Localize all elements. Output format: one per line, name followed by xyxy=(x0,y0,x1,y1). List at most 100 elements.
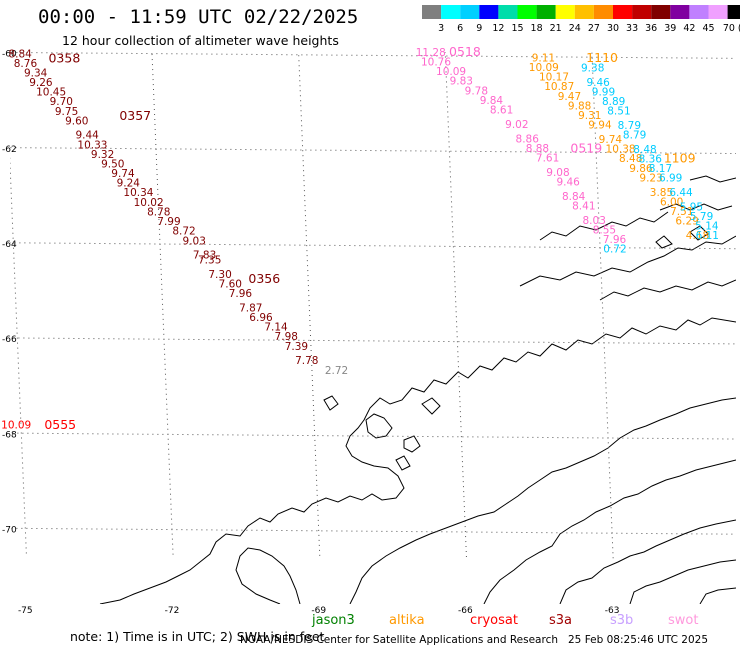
swh-data-label: 7.87 xyxy=(239,302,262,314)
coast-segment xyxy=(99,317,736,604)
longitude-gridline xyxy=(591,52,614,562)
swh-data-label: 8.72 xyxy=(172,226,195,238)
satellite-legend-jason3: jason3 xyxy=(312,613,355,628)
pass-time-label: 0519 xyxy=(570,140,602,155)
latitude-gridline xyxy=(10,242,736,250)
colorbar-swatch xyxy=(460,5,480,19)
swh-data-label: 3.85 xyxy=(650,187,673,199)
swh-data-label: 9.03 xyxy=(183,235,206,247)
satellite-legend-cryosat: cryosat xyxy=(470,613,518,628)
swh-data-label: 9.74 xyxy=(599,134,623,146)
swh-data-label: 6.44 xyxy=(669,187,693,199)
swh-data-label: 7.60 xyxy=(219,278,242,290)
swh-data-label: 9.34 xyxy=(24,67,48,79)
footer-timestamp: 25 Feb 08:25:46 UTC 2025 xyxy=(568,634,708,646)
colorbar-swatch xyxy=(613,5,633,19)
swh-data-label: 8.51 xyxy=(607,106,630,118)
swh-data-label: 8.48 xyxy=(633,144,656,156)
swh-data-label: 5.95 xyxy=(680,201,703,213)
colorbar-swatch xyxy=(708,5,728,19)
swh-data-label: 8.86 xyxy=(516,133,540,145)
chart-title: 00:00 - 11:59 UTC 02/22/2025 xyxy=(38,6,359,28)
swh-data-label: 8.79 xyxy=(618,120,641,132)
satellite-legend-s3a: s3a xyxy=(549,613,573,628)
swh-data-label: 7.98 xyxy=(275,331,298,343)
colorbar-swatch xyxy=(632,5,652,19)
swh-data-label: 10.02 xyxy=(134,197,164,209)
satellite-legend-altika: altika xyxy=(389,613,425,628)
latitude-gridline xyxy=(10,337,736,345)
swh-data-label: 9.60 xyxy=(65,115,88,127)
colorbar-tick-label: 36 xyxy=(645,23,657,34)
swh-data-label: 9.86 xyxy=(629,163,653,175)
swh-data-label: 7.83 xyxy=(193,250,216,262)
swh-data-label: 7.14 xyxy=(264,322,288,334)
coast-segment xyxy=(365,413,393,439)
swh-data-label: 9.83 xyxy=(450,76,473,88)
swh-data-label: 9.02 xyxy=(505,119,528,131)
lat-tick-label: -62 xyxy=(2,145,17,155)
lat-tick-label: -64 xyxy=(2,240,17,250)
swh-data-label: 9.31 xyxy=(578,110,601,122)
swh-data-label: 9.26 xyxy=(29,77,53,89)
coastline xyxy=(99,175,736,604)
swh-data-label: 9.70 xyxy=(50,96,73,108)
swh-data-label: 8.36 xyxy=(639,153,663,165)
lat-tick-label: -66 xyxy=(2,335,17,345)
coast-segment xyxy=(323,395,339,411)
swh-data-label: 7.35 xyxy=(198,254,221,266)
swh-data-label: 7.96 xyxy=(603,234,627,246)
colorbar-swatch xyxy=(689,5,709,19)
swh-data-label: 9.38 xyxy=(581,62,604,74)
swh-data-label: 9.78 xyxy=(465,85,488,97)
swh-data-label: 0.72 xyxy=(603,243,626,255)
pass-time-label: 0357 xyxy=(119,108,151,123)
swh-data-label: 10.33 xyxy=(77,139,107,151)
pass-time-label: 0518 xyxy=(449,44,481,59)
swh-data-label: 7.96 xyxy=(229,288,253,300)
colorbar-swatch xyxy=(670,5,690,19)
coast-segment xyxy=(689,225,709,241)
swh-data-label: 6.00 xyxy=(660,196,683,208)
lat-tick-label: -70 xyxy=(2,526,17,536)
swh-data-label: 10.17 xyxy=(539,72,569,84)
swh-data-label: 8.88 xyxy=(526,143,549,155)
swh-data-label: 4.18 xyxy=(686,230,709,242)
lon-tick-label: -72 xyxy=(165,606,180,616)
swh-data-label: 8.48 xyxy=(619,153,642,165)
swh-data-label: 9.44 xyxy=(75,130,99,142)
swh-data-label: 8.84 xyxy=(8,48,32,60)
swh-data-label: 10.45 xyxy=(36,87,66,99)
colorbar-tick-label: 33 xyxy=(626,23,638,34)
coast-segment xyxy=(689,175,736,183)
graticule xyxy=(10,52,736,562)
swh-data-label: 9.08 xyxy=(546,167,569,179)
colorbar-swatch xyxy=(593,5,613,19)
coast-segment xyxy=(421,397,441,415)
swh-data-label: 7.51 xyxy=(670,206,693,218)
lon-tick-label: -66 xyxy=(458,606,473,616)
swh-data-label: 9.11 xyxy=(532,53,555,65)
latitude-gridline xyxy=(10,527,736,535)
note-line: note: 1) Time is in UTC; 2) SWH is in fe… xyxy=(62,614,325,644)
colorbar-tick-label: 9 xyxy=(476,23,482,34)
swh-data-label: 6.99 xyxy=(659,173,682,185)
coast-segment xyxy=(655,235,673,249)
satellite-legend-swot: swot xyxy=(668,613,699,628)
coast-segment xyxy=(559,519,736,604)
swh-data-label: 9.74 xyxy=(111,168,135,180)
colorbar-tick-label: 24 xyxy=(569,23,581,34)
pass-time-label: 1109 xyxy=(664,151,696,166)
lon-tick-label: -75 xyxy=(18,606,33,616)
swh-data-label: 8.78 xyxy=(147,206,170,218)
colorbar-tick-label: 12 xyxy=(492,23,504,34)
swh-data-label: 8.89 xyxy=(602,96,625,108)
colorbar-tick-label: 42 xyxy=(683,23,695,34)
swh-data-label: 11.28 xyxy=(416,47,446,59)
swh-data-label: 8.61 xyxy=(490,105,513,117)
swh-data-label: 7.78 xyxy=(295,355,318,367)
colorbar-tick-label: 39 xyxy=(664,23,676,34)
coast-segment xyxy=(699,587,736,604)
colorbar-tick-label: 15 xyxy=(511,23,523,34)
colorbar-tick-label: 45 xyxy=(702,23,714,34)
